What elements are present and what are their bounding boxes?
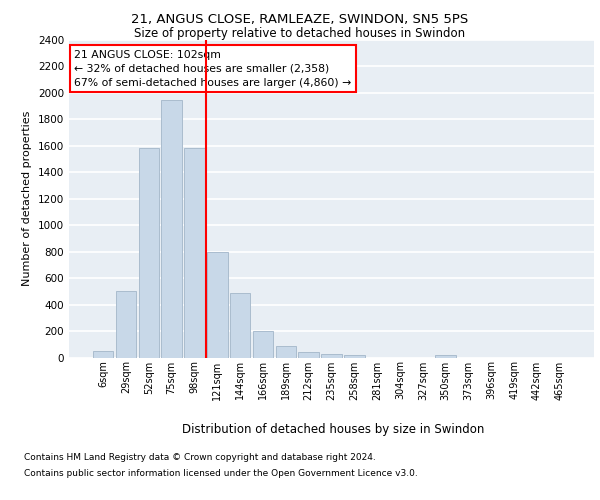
Text: Contains public sector information licensed under the Open Government Licence v3: Contains public sector information licen… — [24, 468, 418, 477]
Bar — [116, 292, 136, 358]
Bar — [161, 100, 182, 358]
Bar — [207, 252, 227, 358]
Text: Contains HM Land Registry data © Crown copyright and database right 2024.: Contains HM Land Registry data © Crown c… — [24, 454, 376, 462]
Bar — [139, 148, 159, 358]
Text: Distribution of detached houses by size in Swindon: Distribution of detached houses by size … — [182, 422, 484, 436]
Bar — [436, 355, 456, 358]
Text: 21 ANGUS CLOSE: 102sqm
← 32% of detached houses are smaller (2,358)
67% of semi-: 21 ANGUS CLOSE: 102sqm ← 32% of detached… — [74, 50, 352, 88]
Bar — [275, 346, 296, 358]
Bar — [298, 352, 319, 358]
Text: 21, ANGUS CLOSE, RAMLEAZE, SWINDON, SN5 5PS: 21, ANGUS CLOSE, RAMLEAZE, SWINDON, SN5 … — [131, 12, 469, 26]
Y-axis label: Number of detached properties: Number of detached properties — [22, 111, 32, 286]
Bar — [184, 148, 205, 358]
Bar — [321, 354, 342, 358]
Text: Size of property relative to detached houses in Swindon: Size of property relative to detached ho… — [134, 28, 466, 40]
Bar — [93, 351, 113, 358]
Bar — [230, 292, 250, 358]
Bar — [253, 331, 273, 357]
Bar — [344, 355, 365, 358]
